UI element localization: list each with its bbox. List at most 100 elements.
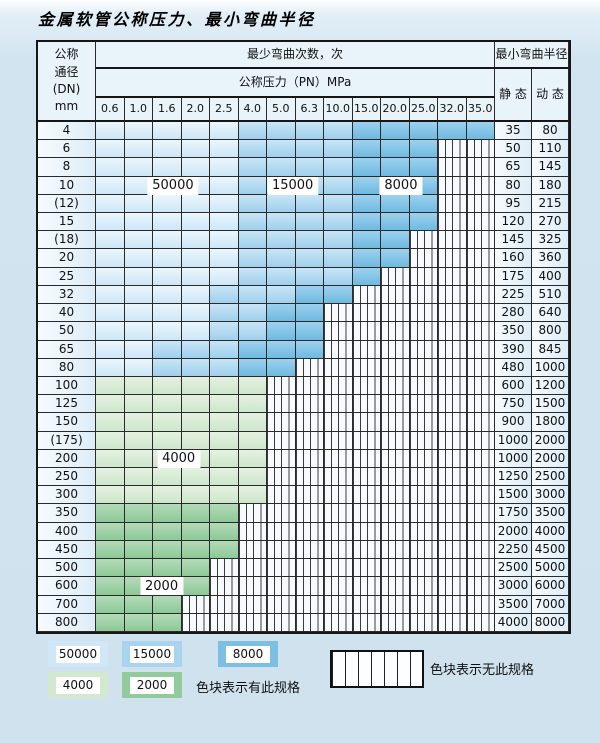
spec-cell <box>124 140 153 159</box>
spec-cell <box>381 194 410 214</box>
static-value-cell: 50 <box>495 140 532 159</box>
nospec-cell <box>381 540 410 560</box>
spec-cell <box>238 431 267 450</box>
nospec-cell <box>352 486 381 505</box>
nospec-cell <box>409 504 438 523</box>
spec-cell <box>324 231 353 250</box>
nospec-cell <box>381 285 410 305</box>
spec-cell <box>267 304 296 323</box>
spec-cell <box>324 158 353 177</box>
nospec-cell <box>295 431 324 450</box>
nospec-cell <box>324 358 353 377</box>
static-value-cell: 600 <box>495 376 532 396</box>
dn-cell: 100 <box>38 376 96 396</box>
legend-spec-label: 15000 <box>130 645 174 663</box>
nospec-cell <box>324 340 353 359</box>
dynamic-value-cell: 7000 <box>532 595 569 614</box>
spec-cell <box>124 376 153 396</box>
nospec-cell <box>324 577 353 596</box>
nospec-cell <box>267 449 296 469</box>
nospec-cell <box>295 413 324 432</box>
spec-cell <box>324 122 353 141</box>
spec-cell <box>96 595 125 614</box>
nospec-cell <box>438 140 467 159</box>
nospec-cell <box>267 559 296 578</box>
spec-cell <box>124 413 153 432</box>
spec-cell <box>409 140 438 159</box>
nospec-cell <box>438 249 467 268</box>
nospec-cell <box>295 358 324 377</box>
spec-cell <box>153 395 182 414</box>
dynamic-value-cell: 145 <box>532 158 569 177</box>
bend-count-label: 50000 <box>147 176 199 195</box>
spec-cell <box>153 304 182 323</box>
nospec-cell <box>352 540 381 560</box>
static-header: 静 态 <box>495 69 532 122</box>
nospec-cell <box>438 304 467 323</box>
spec-cell <box>153 213 182 232</box>
nospec-cell <box>466 267 495 286</box>
nospec-cell <box>409 559 438 578</box>
spec-cell <box>267 285 296 305</box>
spec-cell <box>238 158 267 177</box>
nospec-cell <box>466 413 495 432</box>
dynamic-value-cell: 640 <box>532 304 569 323</box>
static-value-cell: 1000 <box>495 431 532 450</box>
nospec-cell <box>409 577 438 596</box>
spec-cell <box>124 613 153 632</box>
spec-cell <box>96 449 125 469</box>
nospec-cell <box>466 231 495 250</box>
nospec-cell <box>381 449 410 469</box>
spec-cell <box>124 504 153 523</box>
nospec-cell <box>324 322 353 341</box>
spec-cell <box>238 449 267 469</box>
nospec-cell <box>295 559 324 578</box>
nospec-cell <box>438 449 467 469</box>
spec-cell <box>96 304 125 323</box>
spec-cell <box>295 122 324 141</box>
spec-cell <box>96 122 125 141</box>
dn-cell: 65 <box>38 340 96 359</box>
dn-cell: 600 <box>38 577 96 596</box>
nospec-cell <box>352 577 381 596</box>
nospec-cell <box>210 577 239 596</box>
spec-cell <box>96 613 125 632</box>
nospec-cell <box>238 559 267 578</box>
dynamic-value-cell: 1000 <box>532 358 569 377</box>
dynamic-value-cell: 2500 <box>532 468 569 487</box>
nospec-cell <box>381 486 410 505</box>
nospec-cell <box>324 449 353 469</box>
spec-cell <box>124 158 153 177</box>
spec-cell <box>238 231 267 250</box>
spec-cell <box>181 413 210 432</box>
spec-cell <box>238 340 267 359</box>
spec-cell <box>124 267 153 286</box>
nospec-cell <box>352 376 381 396</box>
spec-cell <box>153 522 182 541</box>
nospec-cell <box>466 376 495 396</box>
legend-spec-swatch: 15000 <box>122 641 182 667</box>
legend-nospec-swatch <box>330 650 424 688</box>
nospec-cell <box>438 595 467 614</box>
spec-cell <box>267 249 296 268</box>
nospec-cell <box>324 504 353 523</box>
nospec-cell <box>466 395 495 414</box>
spec-cell <box>96 413 125 432</box>
spec-cell <box>238 358 267 377</box>
nospec-cell <box>295 395 324 414</box>
spec-cell <box>124 122 153 141</box>
nospec-cell <box>295 486 324 505</box>
spec-cell <box>210 449 239 469</box>
spec-cell <box>295 285 324 305</box>
legend-spec-swatch: 4000 <box>48 672 108 698</box>
nospec-cell <box>324 304 353 323</box>
dn-cell: 10 <box>38 176 96 195</box>
dynamic-value-cell: 400 <box>532 267 569 286</box>
dynamic-value-cell: 5000 <box>532 559 569 578</box>
spec-cell <box>352 213 381 232</box>
spec-cell <box>181 249 210 268</box>
spec-cell <box>238 213 267 232</box>
nospec-cell <box>267 395 296 414</box>
static-value-cell: 750 <box>495 395 532 414</box>
static-value-cell: 225 <box>495 285 532 305</box>
